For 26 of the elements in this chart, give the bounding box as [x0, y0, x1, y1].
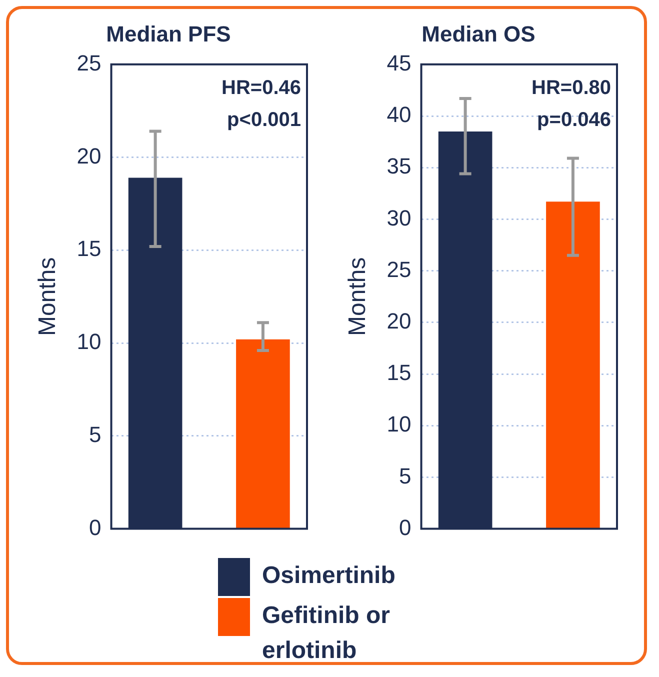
- annotation: p=0.046: [537, 108, 611, 131]
- y-tick-label: 15: [386, 360, 412, 386]
- y-tick-label: 30: [386, 205, 412, 230]
- chart-title: Median PFS: [106, 21, 231, 46]
- annotation: HR=0.46: [222, 76, 301, 99]
- y-tick-label: 10: [76, 329, 102, 354]
- y-tick-label: 25: [386, 256, 412, 282]
- legend-label: Osimertinib: [262, 561, 396, 591]
- y-tick-label: 40: [386, 102, 412, 128]
- y-tick-label: 20: [76, 143, 102, 168]
- y-tick-label: 5: [399, 463, 412, 488]
- y-tick-label: 0: [89, 514, 102, 540]
- y-tick-label: 0: [399, 514, 412, 540]
- chart-title: Median OS: [422, 21, 536, 46]
- y-axis-title: Months: [34, 257, 62, 336]
- annotation: p<0.001: [227, 108, 301, 131]
- y-tick-label: 15: [76, 236, 102, 262]
- y-tick-label: 20: [386, 308, 412, 334]
- y-tick-label: 5: [89, 422, 102, 447]
- y-axis-title: Months: [344, 257, 372, 336]
- legend-label: Gefitinib or erlotinib: [262, 601, 391, 666]
- y-tick-label: 25: [76, 50, 102, 76]
- annotation: HR=0.80: [532, 76, 611, 99]
- y-tick-label: 10: [386, 412, 412, 437]
- y-tick-label: 45: [386, 50, 412, 76]
- y-tick-label: 35: [386, 154, 412, 179]
